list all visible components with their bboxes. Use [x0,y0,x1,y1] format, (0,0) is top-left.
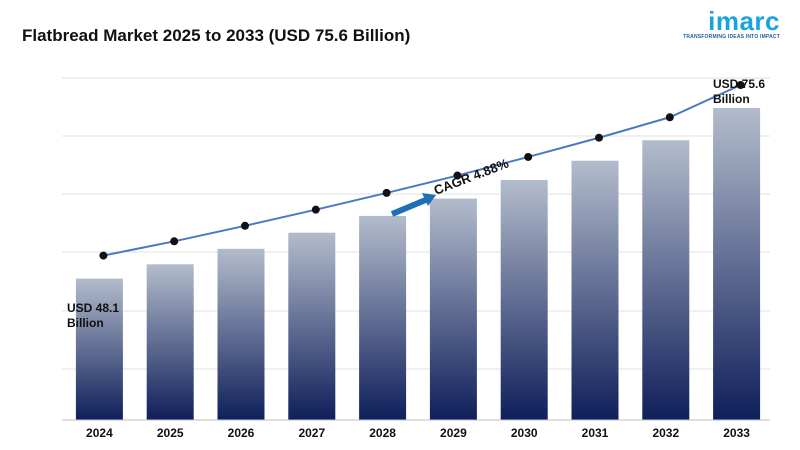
bar-2025 [146,264,194,420]
x-tick-label: 2032 [652,426,679,440]
bar-2027 [288,232,336,420]
trend-marker-2033 [736,81,745,89]
x-tick-label: 2024 [86,426,113,440]
cagr-arrow [390,193,436,217]
x-tick-label: 2027 [298,426,325,440]
x-tick-label: 2026 [228,426,255,440]
trend-marker-2027 [311,205,320,214]
end-value-line2: Billion [713,92,750,106]
cagr-label: CAGR 4.88% [432,155,511,197]
bar-2030 [500,179,548,420]
trend-marker-2031 [595,133,603,142]
trend-marker-2025 [170,237,179,246]
x-tick-label: 2025 [157,426,184,440]
trend-marker-2026 [241,221,249,230]
start-value-line1: USD 48.1 [67,301,120,315]
bar-2031 [571,160,619,420]
x-tick-label: 2029 [440,426,467,440]
bar-2024 [75,278,123,420]
x-tick-label: 2028 [369,426,396,440]
trend-marker-2030 [524,152,533,161]
end-value-annotation: USD 75.6 Billion [713,77,765,107]
chart-title: Flatbread Market 2025 to 2033 (USD 75.6 … [22,26,411,45]
bar-2032 [642,140,690,421]
bar-2028 [359,215,407,420]
trend-marker-2028 [382,188,391,197]
trend-polyline [103,84,742,257]
x-tick-label: 2030 [511,426,538,440]
bar-2026 [217,248,265,420]
bar-2029 [429,198,477,420]
x-tick-label: 2033 [723,426,750,440]
arrow-head-icon [422,193,436,206]
trend-line [99,81,745,260]
end-value-line1: USD 75.6 [713,77,766,91]
trend-marker-2029 [453,171,462,180]
arrow-shaft-icon [390,196,430,217]
bar-2033 [713,108,761,420]
imarc-logo: imarc TRANSFORMING IDEAS INTO IMPACT [683,8,780,40]
logo-tagline: TRANSFORMING IDEAS INTO IMPACT [683,34,780,40]
trend-marker-2032 [665,113,674,122]
bars [75,108,761,421]
logo-wordmark: imarc [708,6,780,36]
trend-marker-2024 [99,251,108,260]
start-value-annotation: USD 48.1 Billion [67,301,119,331]
start-value-line2: Billion [67,316,104,330]
x-tick-label: 2031 [582,426,609,440]
x-tick-labels: 2024 2025 2026 2027 2028 2029 2030 2031 2032 2033 [86,426,750,440]
